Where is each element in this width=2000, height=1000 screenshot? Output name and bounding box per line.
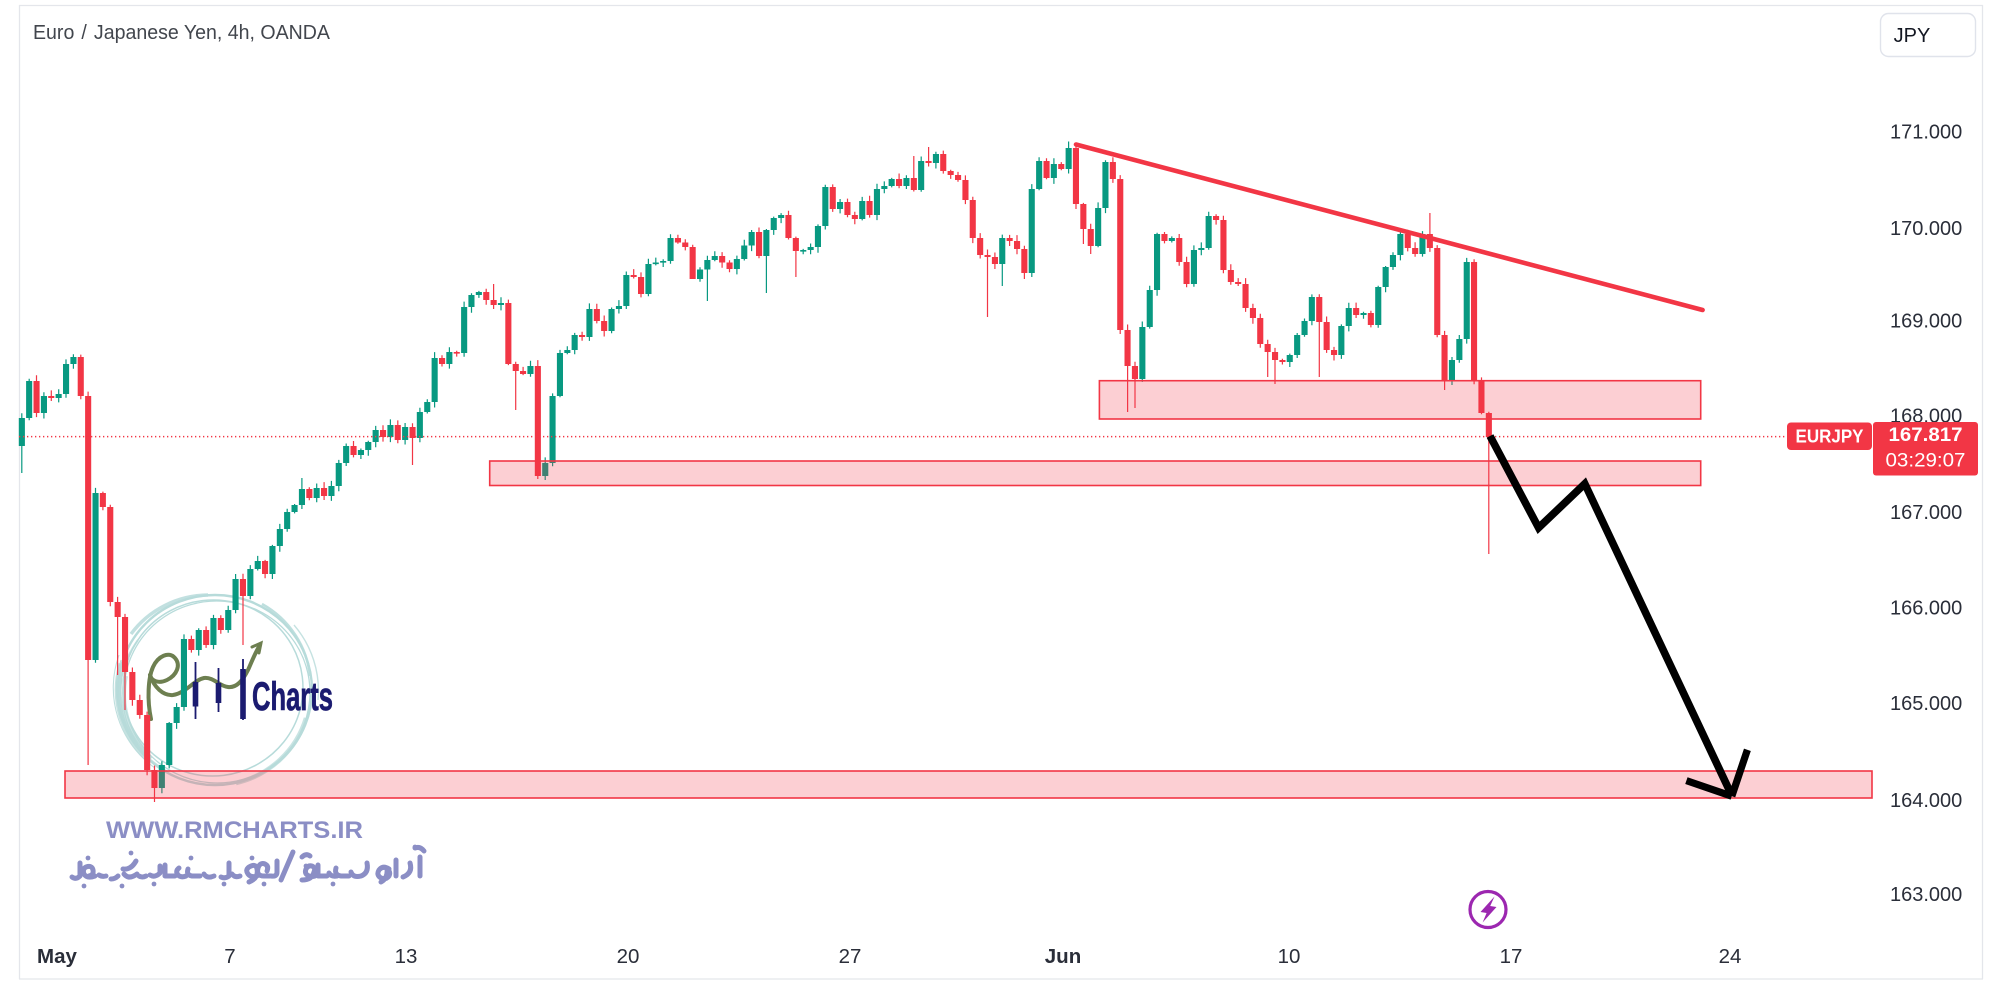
svg-text:Charts: Charts <box>252 675 333 719</box>
svg-text:May: May <box>37 945 77 968</box>
svg-text:169.000: 169.000 <box>1890 311 1962 333</box>
svg-text:EURJPY: EURJPY <box>1796 426 1865 447</box>
svg-text:167.000: 167.000 <box>1890 502 1962 524</box>
svg-text:27: 27 <box>839 945 862 968</box>
svg-text:165.000: 165.000 <box>1890 693 1962 715</box>
svg-text:JPY: JPY <box>1894 25 1931 47</box>
svg-text:13: 13 <box>395 945 418 968</box>
svg-text:166.000: 166.000 <box>1890 598 1962 620</box>
svg-text:164.000: 164.000 <box>1890 790 1962 812</box>
svg-text:Jun: Jun <box>1045 945 1081 968</box>
svg-text:163.000: 163.000 <box>1890 884 1962 906</box>
svg-text:10: 10 <box>1278 945 1301 968</box>
svg-text:20: 20 <box>617 945 640 968</box>
svg-text:171.000: 171.000 <box>1890 122 1962 144</box>
svg-text:03:29:07: 03:29:07 <box>1886 451 1966 472</box>
svg-text:WWW.RMCHARTS.IR: WWW.RMCHARTS.IR <box>106 817 363 844</box>
svg-text:167.817: 167.817 <box>1889 424 1963 446</box>
svg-text:24: 24 <box>1719 945 1742 968</box>
svg-text:Euro / Japanese Yen, 4h, OAN: Euro / Japanese Yen, 4h, OANDA <box>33 22 331 44</box>
svg-text:170.000: 170.000 <box>1890 218 1962 240</box>
svg-text:7: 7 <box>224 945 235 968</box>
svg-text:17: 17 <box>1500 945 1523 968</box>
